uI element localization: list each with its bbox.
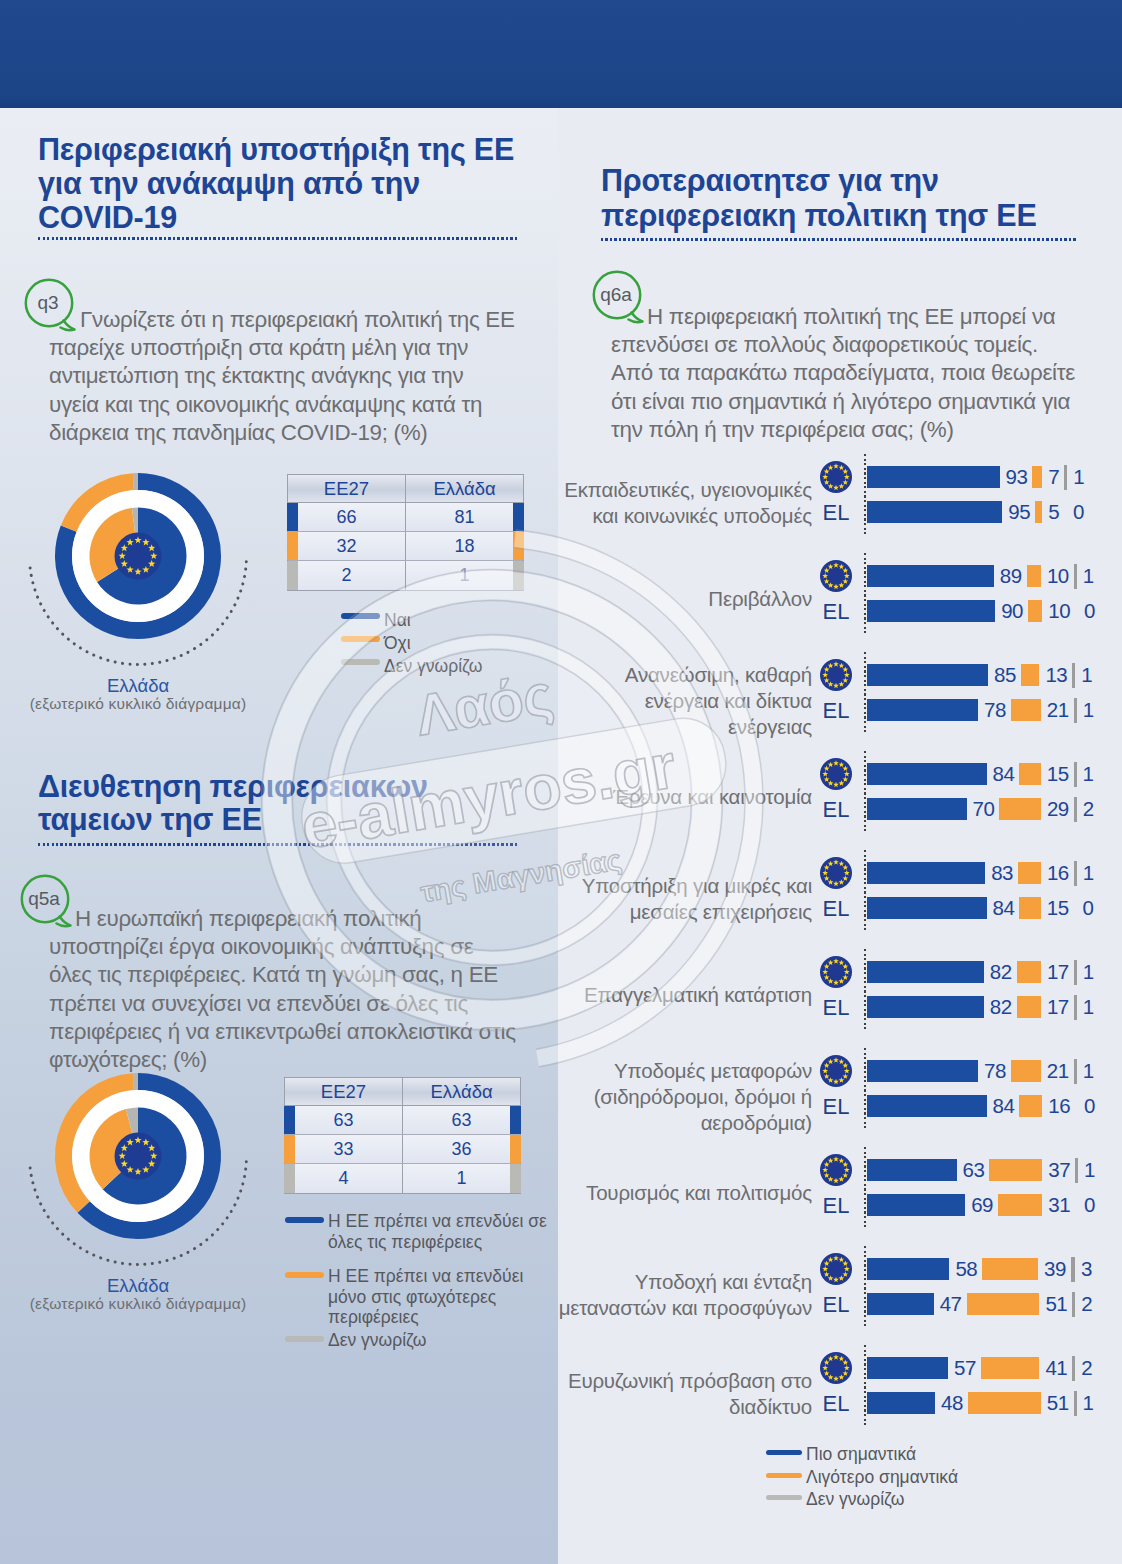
svg-text:q6a: q6a bbox=[600, 284, 632, 305]
